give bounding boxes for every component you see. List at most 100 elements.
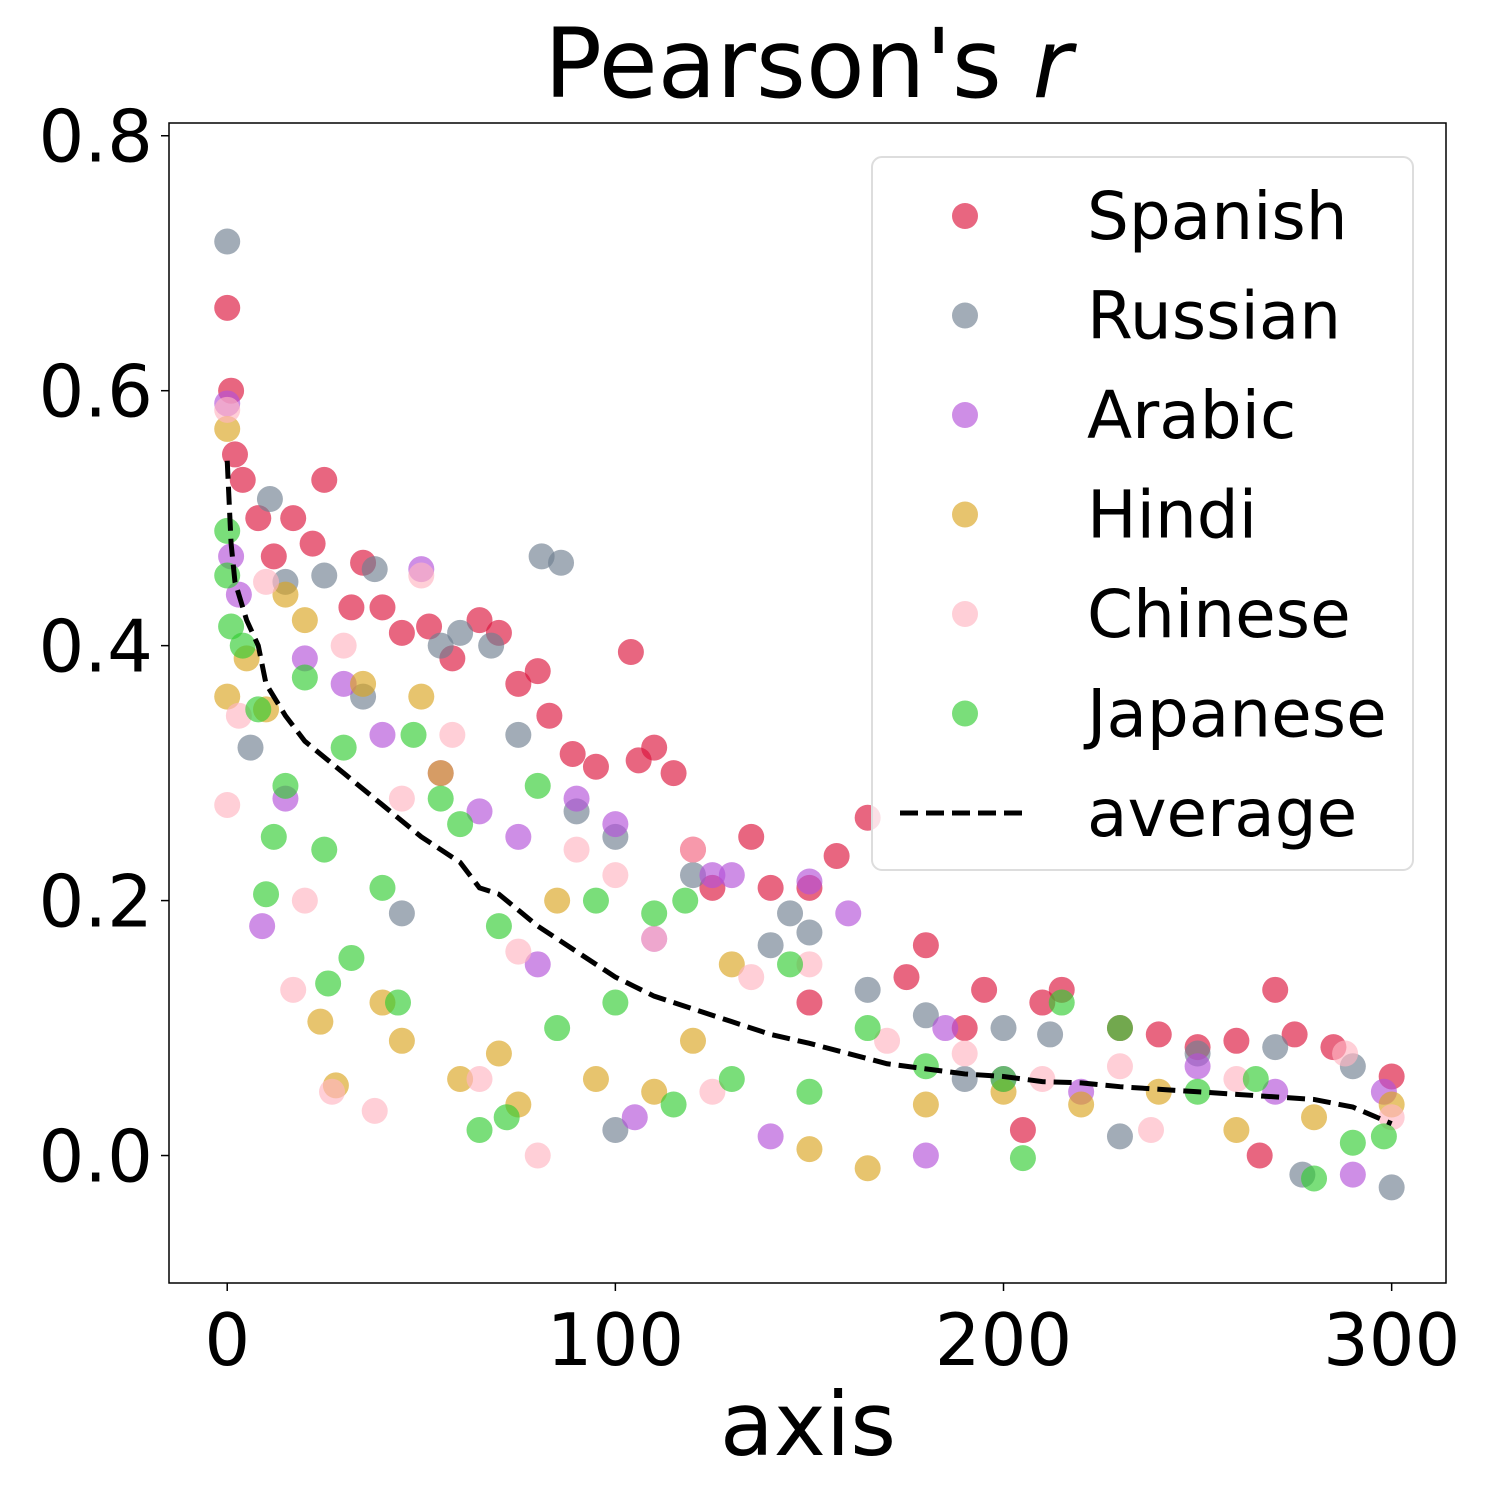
data-point: [582, 753, 609, 780]
data-point: [563, 836, 590, 863]
data-point: [466, 607, 493, 634]
data-point: [854, 1015, 881, 1042]
data-point: [641, 900, 668, 927]
legend-box: [871, 156, 1414, 871]
data-point: [1106, 1123, 1133, 1150]
data-point: [361, 556, 388, 583]
data-point: [796, 868, 823, 895]
data-point: [912, 1091, 939, 1118]
legend-marker: [952, 700, 978, 727]
data-point: [272, 772, 299, 799]
data-point: [524, 1142, 551, 1169]
data-point: [505, 721, 532, 748]
data-point: [1223, 1027, 1250, 1054]
data-point: [1184, 1053, 1211, 1080]
data-point: [307, 1008, 334, 1035]
data-point: [291, 664, 318, 691]
data-point: [524, 772, 551, 799]
data-point: [951, 1066, 978, 1093]
data-point: [350, 670, 377, 697]
data-point: [272, 581, 299, 608]
data-point: [621, 1104, 648, 1131]
y-tick-label: 0.8: [38, 95, 153, 179]
data-point: [388, 1027, 415, 1054]
data-point: [544, 887, 571, 914]
data-point: [1106, 1053, 1133, 1080]
data-point: [315, 970, 342, 997]
data-point: [582, 887, 609, 914]
data-point: [1339, 1129, 1366, 1156]
data-point: [1223, 1117, 1250, 1144]
data-point: [338, 944, 365, 971]
data-point: [427, 632, 454, 659]
data-point: [602, 862, 629, 889]
data-point: [679, 862, 706, 889]
data-point: [466, 1117, 493, 1144]
data-point: [245, 696, 272, 723]
data-point: [214, 294, 241, 321]
data-point: [544, 1015, 571, 1042]
data-point: [447, 811, 474, 838]
data-point: [291, 887, 318, 914]
data-point: [951, 1040, 978, 1067]
data-point: [912, 1002, 939, 1029]
data-point: [854, 976, 881, 1003]
data-point: [672, 887, 699, 914]
data-point: [427, 785, 454, 812]
data-point: [777, 900, 804, 927]
chart-title: Pearson's r: [544, 8, 1077, 120]
legend-item-arabic: Arabic: [952, 377, 1296, 454]
data-point: [447, 1066, 474, 1093]
data-point: [854, 1155, 881, 1182]
legend-label: Hindi: [1087, 477, 1257, 554]
axes-frame: [168, 122, 1447, 1284]
data-point: [718, 1066, 745, 1093]
data-point: [478, 632, 505, 659]
x-tick-label: 100: [547, 1298, 684, 1382]
legend-marker: [952, 402, 978, 428]
x-tick-label: 200: [935, 1298, 1072, 1382]
data-point: [388, 785, 415, 812]
chart-title-var: r: [1032, 8, 1077, 120]
data-point: [214, 396, 241, 423]
legend-label: Russian: [1087, 278, 1341, 355]
data-point: [1009, 1145, 1036, 1172]
data-point: [485, 913, 512, 940]
data-point: [1370, 1123, 1397, 1150]
legend-item-spanish: Spanish: [952, 178, 1348, 255]
legend-label: Spanish: [1087, 178, 1348, 255]
data-point: [641, 734, 668, 761]
data-point: [912, 1142, 939, 1169]
data-point: [796, 919, 823, 946]
legend-label: average: [1087, 775, 1357, 852]
legend-item-russian: Russian: [952, 278, 1341, 355]
data-point: [1145, 1078, 1172, 1105]
data-point: [602, 1117, 629, 1144]
data-point: [218, 613, 245, 640]
x-axis-label: axis: [720, 1373, 896, 1476]
data-point: [214, 228, 241, 255]
data-point: [738, 964, 765, 991]
y-tick-label: 0.6: [38, 350, 153, 434]
data-point: [679, 1027, 706, 1054]
data-point: [256, 486, 283, 513]
data-point: [466, 1066, 493, 1093]
data-point: [796, 989, 823, 1016]
data-point: [447, 619, 474, 646]
data-point: [245, 505, 272, 532]
data-point: [1378, 1174, 1405, 1201]
data-point: [796, 1078, 823, 1105]
data-point: [439, 721, 466, 748]
data-point: [214, 517, 241, 544]
series-hindi: [214, 415, 1405, 1182]
axis-ticks: 0 100 200 300 0.0 0.2 0.4 0.6 0.8: [38, 95, 1460, 1382]
legend-marker: [952, 601, 978, 627]
data-point: [932, 1015, 959, 1042]
data-point: [237, 734, 264, 761]
data-point: [990, 1066, 1017, 1093]
data-point: [679, 836, 706, 863]
data-point: [699, 1078, 726, 1105]
x-tick-label: 300: [1323, 1298, 1460, 1382]
data-point: [1009, 1117, 1036, 1144]
data-point: [214, 415, 241, 442]
